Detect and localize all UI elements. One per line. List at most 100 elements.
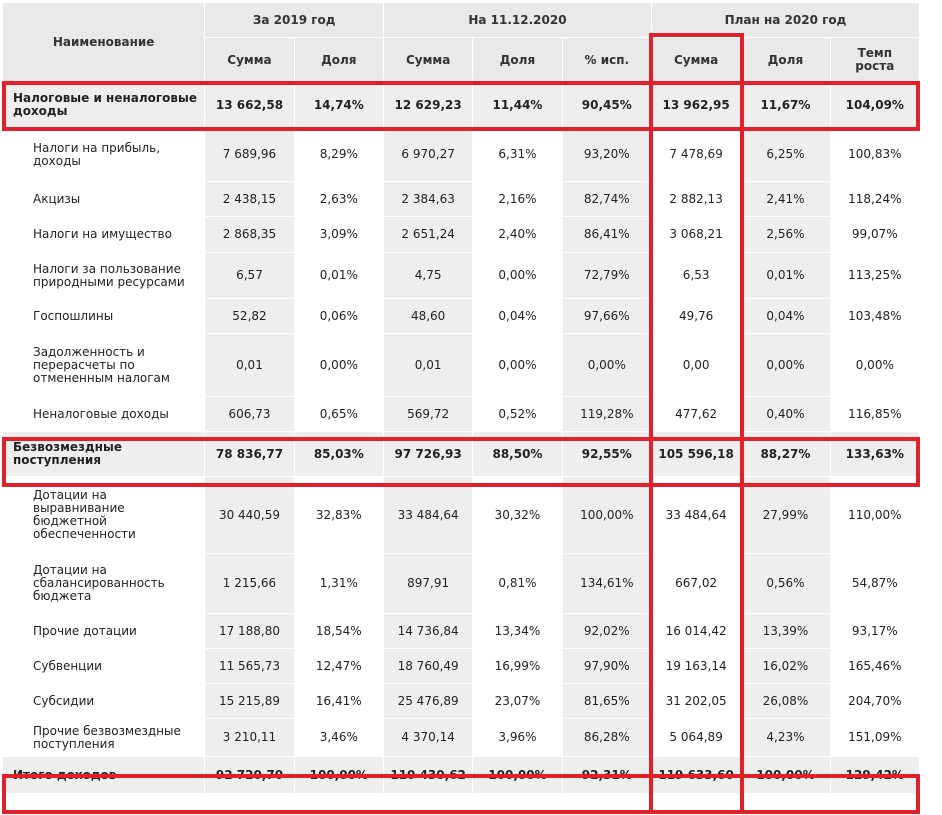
row-value: 2,41%: [741, 182, 830, 216]
row-value: 33 484,64: [651, 477, 741, 553]
header-sum: Сумма: [651, 38, 741, 82]
row-value: 0,06%: [294, 299, 383, 333]
row-value: 5 064,89: [651, 719, 741, 756]
row-value: 11 565,73: [205, 649, 294, 683]
row-value: 110,00%: [830, 477, 919, 553]
row-name: Дотации на сбалансированность бюджета: [3, 554, 205, 613]
row-value: 86,41%: [562, 217, 651, 252]
row-value: 4,23%: [741, 719, 830, 756]
row-value: 7 689,96: [205, 128, 294, 181]
row-value: 2 868,35: [205, 217, 294, 252]
row-value: 1,31%: [294, 554, 383, 613]
row-value: 72,79%: [562, 253, 651, 298]
row-value: 49,76: [651, 299, 741, 333]
revenue-table: Наименование За 2019 год На 11.12.2020 П…: [2, 2, 920, 794]
row-value: 6,57: [205, 253, 294, 298]
row-value: 133,63%: [830, 432, 919, 476]
row-value: 0,40%: [741, 397, 830, 431]
row-value: 100,00%: [294, 757, 383, 793]
row-value: 81,65%: [562, 684, 651, 718]
row-name: Прочие дотации: [3, 614, 205, 648]
table-row: Дотации на выравнивание бюджетной обеспе…: [3, 477, 919, 553]
row-name: Госпошлины: [3, 299, 205, 333]
row-value: 897,91: [383, 554, 473, 613]
header-sum: Сумма: [383, 38, 473, 82]
row-value: 2 438,15: [205, 182, 294, 216]
row-value: 54,87%: [830, 554, 919, 613]
row-value: 32,83%: [294, 477, 383, 553]
table-row: Налоги на имущество 2 868,35 3,09% 2 651,24…: [3, 217, 919, 252]
row-value: 15 215,89: [205, 684, 294, 718]
row-value: 33 484,64: [383, 477, 473, 553]
header-share: Доля: [741, 38, 830, 82]
row-value: 2 384,63: [383, 182, 473, 216]
table-row: Безвозмездные поступления 78 836,77 85,03%…: [3, 432, 919, 476]
row-value: 165,46%: [830, 649, 919, 683]
header-share: Доля: [473, 38, 562, 82]
row-value: 11,44%: [473, 83, 562, 127]
table-row: Дотации на сбалансированность бюджета 1 2…: [3, 554, 919, 613]
row-value: 151,09%: [830, 719, 919, 756]
row-value: 477,62: [651, 397, 741, 431]
row-value: 86,28%: [562, 719, 651, 756]
row-value: 13 962,95: [651, 83, 741, 127]
row-value: 18 760,49: [383, 649, 473, 683]
row-value: 103,48%: [830, 299, 919, 333]
row-value: 26,08%: [741, 684, 830, 718]
row-value: 48,60: [383, 299, 473, 333]
row-value: 129,42%: [830, 757, 919, 793]
row-value: 0,00%: [473, 334, 562, 396]
header-sum: Сумма: [205, 38, 294, 82]
row-value: 17 188,80: [205, 614, 294, 648]
row-value: 30,32%: [473, 477, 562, 553]
row-value: 16,99%: [473, 649, 562, 683]
row-value: 8,29%: [294, 128, 383, 181]
row-value: 116,85%: [830, 397, 919, 431]
row-value: 6 970,27: [383, 128, 473, 181]
row-name: Итого доходов: [3, 757, 205, 793]
row-value: 105 596,18: [651, 432, 741, 476]
row-value: 13 662,58: [205, 83, 294, 127]
row-value: 0,52%: [473, 397, 562, 431]
row-value: 4,75: [383, 253, 473, 298]
row-name: Налоги за пользование природными ресурса…: [3, 253, 205, 298]
header-2019: За 2019 год: [205, 3, 383, 37]
row-value: 0,01: [205, 334, 294, 396]
table-row: Госпошлины 52,82 0,06% 48,60 0,04% 97,66% 49,7…: [3, 299, 919, 333]
row-value: 16,41%: [294, 684, 383, 718]
row-value: 6,25%: [741, 128, 830, 181]
row-value: 92,02%: [562, 614, 651, 648]
row-value: 119,28%: [562, 397, 651, 431]
row-value: 2,63%: [294, 182, 383, 216]
row-name: Акцизы: [3, 182, 205, 216]
row-value: 0,00%: [562, 334, 651, 396]
header-plan: План на 2020 год: [651, 3, 919, 37]
table-row: Прочие дотации 17 188,80 18,54% 14 736,84 13…: [3, 614, 919, 648]
row-name: Налоговые и неналоговые доходы: [3, 83, 205, 127]
row-value: 97 726,93: [383, 432, 473, 476]
row-value: 82,74%: [562, 182, 651, 216]
table-row: Налоги на прибыль, доходы 7 689,96 8,29% 6 …: [3, 128, 919, 181]
row-value: 104,09%: [830, 83, 919, 127]
row-value: 85,03%: [294, 432, 383, 476]
row-value: 16 014,42: [651, 614, 741, 648]
row-value: 3 068,21: [651, 217, 741, 252]
row-value: 0,00%: [741, 334, 830, 396]
row-name: Безвозмездные поступления: [3, 432, 205, 476]
row-name: Субвенции: [3, 649, 205, 683]
table-row: Итого доходов 92 720,70 100,00% 110 430,62 1…: [3, 757, 919, 793]
row-value: 13,34%: [473, 614, 562, 648]
header-name: Наименование: [3, 3, 205, 82]
row-value: 93,20%: [562, 128, 651, 181]
row-value: 52,82: [205, 299, 294, 333]
row-value: 11,67%: [741, 83, 830, 127]
row-value: 16,02%: [741, 649, 830, 683]
row-value: 97,90%: [562, 649, 651, 683]
row-value: 97,66%: [562, 299, 651, 333]
row-value: 2,40%: [473, 217, 562, 252]
row-value: 18,54%: [294, 614, 383, 648]
row-value: 204,70%: [830, 684, 919, 718]
row-value: 0,04%: [741, 299, 830, 333]
row-value: 12 629,23: [383, 83, 473, 127]
row-value: 2,16%: [473, 182, 562, 216]
